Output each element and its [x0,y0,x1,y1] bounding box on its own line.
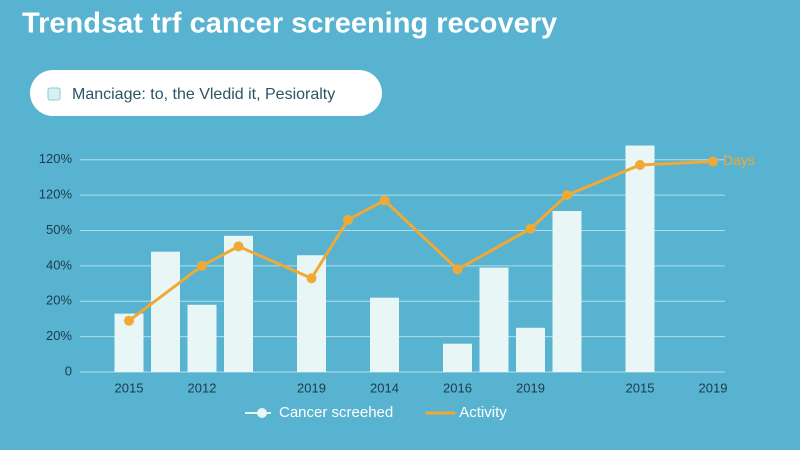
bar [187,304,217,372]
y-tick-label: 20% [46,328,72,343]
line-point [306,273,317,284]
y-tick-label: 0 [65,363,72,378]
line-point [525,223,536,234]
x-tick-label: 2015 [115,380,144,395]
y-tick-label: 40% [46,257,72,272]
bar [479,267,509,372]
line [128,159,714,322]
line-point [197,260,207,271]
x-tick-label: 2019 [516,380,545,395]
line-point [379,195,390,206]
line-point [562,190,572,201]
banner [30,70,382,116]
x-tick-label: 2015 [626,380,655,395]
line-point [708,156,718,167]
chart-title: Trendsat trf cancer screening recovery [22,8,557,40]
bar [443,343,472,372]
y-tick-label: 120% [39,187,73,202]
legend-label: Cancer screehed [279,404,393,421]
line-point [452,264,463,275]
bar [552,211,582,372]
legend-swatch-point [257,408,267,418]
x-tick-label: 2014 [370,380,399,395]
line-point [124,315,134,326]
x-tick-label: 2016 [443,380,472,395]
line-point [233,241,244,252]
legend-label: Activity [459,404,507,421]
bar [625,145,655,372]
x-tick-label: 2012 [188,380,217,395]
y-tick-label: 20% [46,293,72,308]
line-point [343,214,353,225]
bar [516,327,545,372]
bar [370,297,399,372]
banner-icon [47,87,61,101]
x-tick-label: 2019 [699,380,728,395]
line-point [635,160,645,170]
y-tick-label: 120% [39,151,73,166]
line-end-label: Days [723,152,755,168]
bar [224,235,253,372]
bar [151,251,180,372]
y-tick-label: 50% [46,222,72,237]
banner-text: Manciage: to, the Vledid it, Pesioralty [72,86,335,103]
x-tick-label: 2019 [297,380,326,395]
